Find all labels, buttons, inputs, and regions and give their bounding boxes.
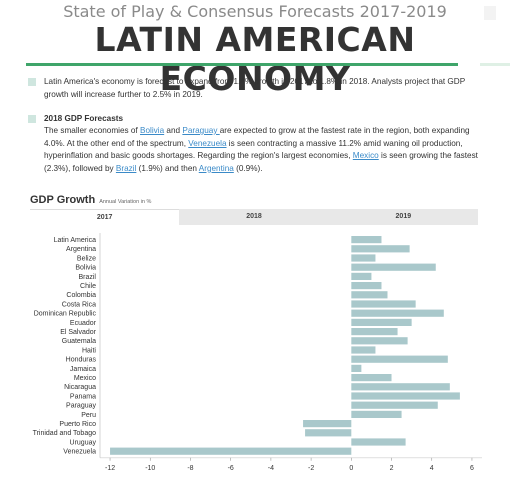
chart-title-text: GDP Growth [30, 194, 96, 206]
bar[interactable] [351, 272, 372, 280]
forecast-text-part: is seen growing the fastest (2.3%), foll… [44, 151, 478, 173]
link-paraguay[interactable]: Paraguay [182, 126, 220, 135]
bar[interactable] [351, 346, 376, 354]
title-underline [26, 63, 458, 66]
bullet-square-icon [28, 78, 36, 86]
forecast-block: 2018 GDP Forecasts The smaller economies… [28, 113, 498, 183]
x-tick-label: -4 [268, 465, 274, 472]
category-label: Venezuela [63, 449, 96, 456]
forecast-text-part: is seen contracting a massive 11.2% amid… [44, 138, 463, 161]
chart-title: GDP Growth Annual Variation in % [30, 194, 151, 206]
bar[interactable] [351, 337, 408, 345]
bar[interactable] [351, 291, 388, 299]
category-label: Honduras [66, 357, 97, 364]
intro-block: Latin America's economy is forecast to e… [28, 76, 498, 106]
chart-units-note: Annual Variation in % [99, 199, 152, 205]
corner-decoration [484, 6, 496, 20]
category-label: Chile [80, 283, 96, 290]
category-label: Jamaica [70, 366, 96, 373]
x-tick-label: 6 [470, 465, 474, 472]
category-label: Ecuador [70, 320, 97, 327]
category-label: Panama [70, 393, 96, 400]
forecast-text-part: and [164, 126, 183, 135]
link-bolivia[interactable]: Bolivia [140, 126, 165, 135]
bar[interactable] [351, 254, 376, 262]
forecast-text-part: are expected to grow at the fastest rate… [44, 126, 470, 148]
forecast-text-part: (0.9%). [233, 163, 263, 173]
category-label: Trinidad and Tobago [33, 430, 97, 437]
bar[interactable] [351, 309, 444, 317]
bar[interactable] [351, 236, 382, 244]
category-label: Costa Rica [62, 301, 96, 308]
bar[interactable] [351, 282, 382, 290]
forecast-text: The smaller economies of Bolivia and Par… [44, 125, 484, 175]
forecast-heading: 2018 GDP Forecasts [44, 114, 124, 123]
bar[interactable] [351, 383, 450, 391]
x-tick-label: -12 [105, 465, 115, 472]
tab-2017[interactable]: 2017 [30, 209, 180, 225]
bar[interactable] [351, 392, 460, 400]
category-label: Uruguay [70, 439, 97, 446]
gdp-growth-chart: Latin America Argentina Belize Bolivia Brazi… [33, 233, 482, 472]
bar[interactable] [351, 300, 416, 308]
bar[interactable] [351, 438, 406, 446]
category-label: Latin America [54, 237, 97, 244]
title-underline-fade [480, 63, 510, 66]
category-label: El Salvador [60, 329, 96, 336]
category-label: Puerto Rico [59, 421, 96, 428]
bar[interactable] [351, 355, 448, 363]
intro-text: Latin America's economy is forecast to e… [44, 77, 466, 99]
bar[interactable] [303, 420, 352, 428]
x-tick-label: -8 [187, 465, 193, 472]
bar[interactable] [110, 447, 352, 455]
bar[interactable] [351, 364, 362, 372]
category-label: Belize [77, 255, 96, 262]
forecast-text-part: (1.9%) and then [136, 163, 199, 173]
category-label: Brazil [78, 274, 96, 281]
bar[interactable] [351, 263, 436, 271]
bullet-square-icon [28, 115, 36, 123]
link-brazil[interactable]: Brazil [115, 163, 137, 173]
bar[interactable] [351, 245, 410, 253]
year-tabs: 2017 2018 2019 [30, 209, 478, 225]
category-label: Haiti [82, 347, 96, 354]
x-tick-label: 2 [390, 465, 394, 472]
tab-2019[interactable]: 2019 [395, 213, 412, 220]
category-label: Bolivia [75, 265, 96, 272]
category-label: Argentina [66, 246, 96, 253]
page-subtitle: State of Play & Consensus Forecasts 2017… [63, 2, 447, 21]
bar[interactable] [351, 410, 402, 418]
x-tick-label: -2 [308, 465, 314, 472]
x-tick-label: -10 [145, 465, 155, 472]
category-label: Dominican Republic [34, 311, 97, 318]
x-tick-label: 4 [430, 465, 434, 472]
category-label: Guatemala [62, 338, 96, 345]
bar[interactable] [351, 328, 398, 336]
link-mexico[interactable]: Mexico [352, 151, 379, 160]
bar[interactable] [351, 318, 412, 326]
link-argentina[interactable]: Argentina [198, 163, 234, 173]
bar[interactable] [305, 429, 352, 437]
category-label: Colombia [66, 292, 96, 299]
x-tick-label: 0 [349, 465, 353, 472]
category-label: Mexico [74, 375, 96, 382]
x-tick-label: -6 [228, 465, 234, 472]
forecast-text-part: The smaller economies of [44, 126, 141, 135]
category-label: Nicaragua [64, 384, 96, 391]
link-venezuela[interactable]: Venezuela [188, 138, 227, 148]
category-label: Paraguay [66, 403, 96, 410]
bar[interactable] [351, 374, 392, 382]
category-label: Peru [81, 412, 96, 419]
tab-2018[interactable]: 2018 [246, 213, 262, 220]
bar[interactable] [351, 401, 438, 409]
